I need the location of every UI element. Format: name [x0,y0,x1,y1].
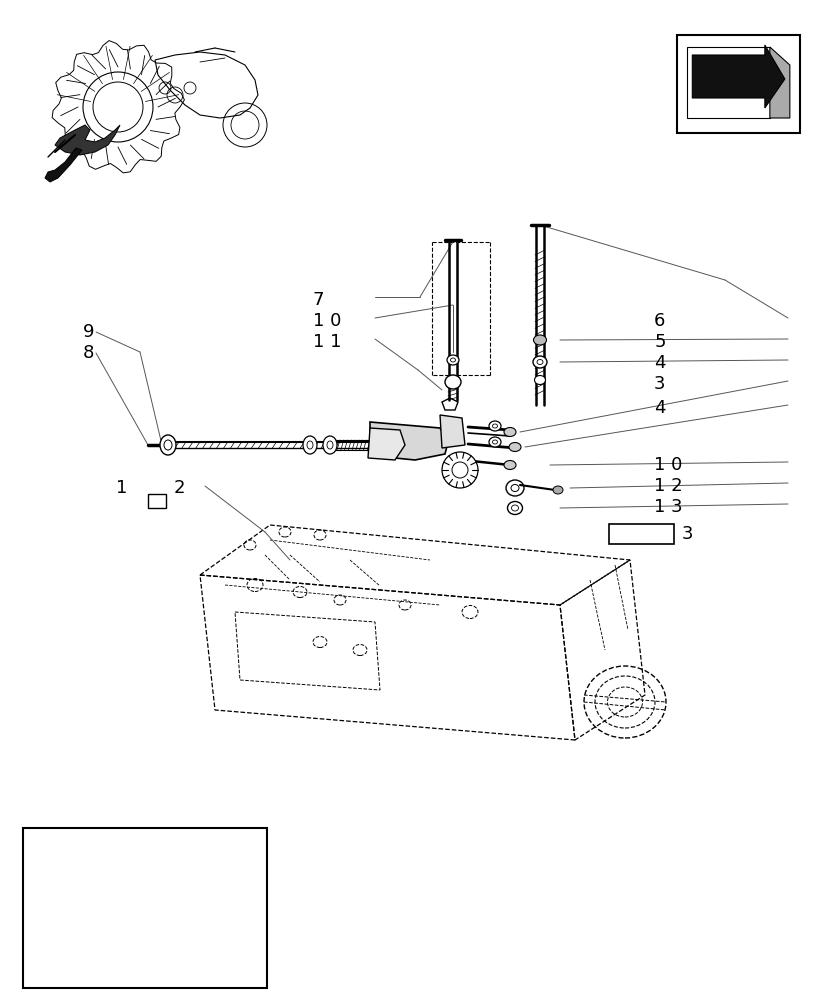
Bar [608,524,673,544]
Ellipse shape [303,436,317,454]
Polygon shape [691,45,784,108]
Bar [148,494,165,508]
Ellipse shape [323,436,337,454]
Ellipse shape [507,502,522,514]
Text: 8: 8 [83,344,94,362]
Ellipse shape [160,435,176,455]
Ellipse shape [534,375,545,384]
Text: 6: 6 [653,312,665,330]
Ellipse shape [447,355,458,365]
Circle shape [442,452,477,488]
Polygon shape [442,398,457,410]
Bar [23,828,267,988]
Polygon shape [55,125,120,155]
Ellipse shape [489,437,500,447]
Ellipse shape [504,460,515,470]
Polygon shape [367,428,404,460]
Text: 2: 2 [174,479,185,497]
Ellipse shape [533,335,546,345]
Text: 4: 4 [653,354,665,372]
Ellipse shape [505,480,523,496]
Text: 1: 1 [116,479,127,497]
Text: 1 3: 1 3 [653,498,682,516]
Text: 9: 9 [83,323,94,341]
Text: 3: 3 [653,375,665,393]
Text: 4: 4 [653,399,665,417]
Ellipse shape [504,428,515,436]
Ellipse shape [444,375,461,389]
Ellipse shape [533,356,547,368]
Text: 1 1: 1 1 [313,333,341,351]
Ellipse shape [509,442,520,452]
Text: 1 0: 1 0 [313,312,341,330]
Text: 5: 5 [653,333,665,351]
Bar [676,35,799,133]
Text: 3: 3 [681,525,692,543]
Polygon shape [439,415,465,448]
Ellipse shape [552,486,562,494]
Text: 1 0: 1 0 [653,456,681,474]
Ellipse shape [489,421,500,431]
Polygon shape [45,148,82,182]
Polygon shape [370,422,447,460]
Text: P A G: P A G [613,525,657,543]
Polygon shape [769,47,789,118]
Text: 7: 7 [313,291,324,309]
Text: 1 2: 1 2 [653,477,682,495]
